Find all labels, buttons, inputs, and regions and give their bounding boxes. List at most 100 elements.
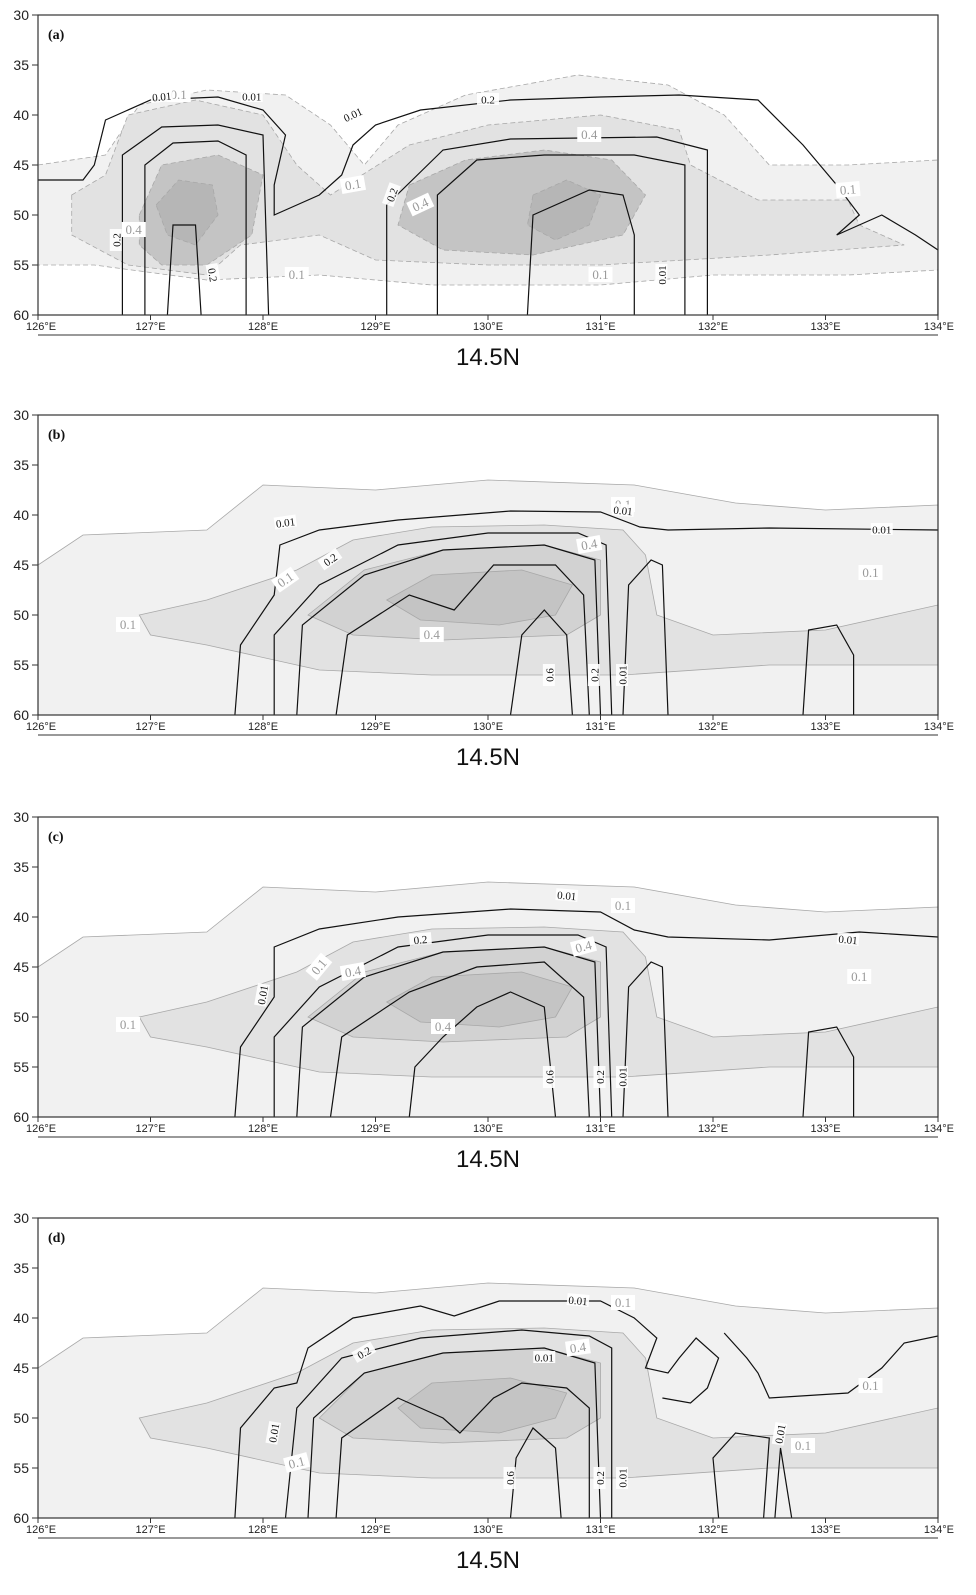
- y-tick-label: 60: [13, 307, 29, 323]
- line-contour-label-text: 0.01: [557, 890, 577, 904]
- contour-line-0.01: [802, 1026, 855, 1117]
- shaded-region-0.6: [155, 179, 219, 246]
- y-tick-label: 35: [13, 859, 29, 875]
- shaded-contour-label: 0.4: [431, 1019, 455, 1034]
- shaded-contour-label: 0.1: [284, 267, 309, 282]
- line-contour-label-text: 0.2: [413, 934, 428, 947]
- line-contour-label: 0.01: [655, 264, 669, 286]
- y-tick-label: 40: [13, 909, 29, 925]
- x-tick-label: 134°E: [924, 721, 954, 733]
- line-contour-label-text: 0.2: [589, 668, 601, 682]
- chart-panel-2: 0.10.10.40.40.10.10.010.010.20.010.60.20…: [13, 407, 954, 771]
- line-contour-label: 0.2: [382, 182, 401, 208]
- shaded-contour-label-text: 0.1: [287, 1453, 307, 1472]
- line-contour-label: 0.01: [240, 90, 263, 104]
- y-tick-label: 35: [13, 1260, 29, 1276]
- line-contour-label: 0.2: [408, 932, 432, 947]
- contour-line-0.6: [408, 991, 557, 1117]
- line-contour-label: 0.01: [616, 664, 630, 686]
- line-contour-label: 0.01: [616, 1066, 630, 1088]
- x-tick-label: 130°E: [473, 721, 503, 733]
- line-contour-label: 0.01: [254, 982, 271, 1007]
- shaded-contour-label-text: 0.1: [344, 176, 363, 194]
- shaded-contour-label: 0.1: [116, 617, 140, 632]
- shaded-contour-label-text: 0.1: [592, 267, 608, 282]
- y-tick-label: 35: [13, 57, 29, 73]
- x-tick-label: 127°E: [135, 321, 165, 333]
- shaded-contour-label: 0.4: [569, 936, 598, 957]
- line-contour-label: 0.2: [587, 664, 601, 686]
- shaded-contour-label-text: 0.1: [171, 87, 187, 102]
- y-tick-label: 55: [13, 1059, 29, 1075]
- shaded-region-0.4: [397, 1377, 568, 1434]
- panel-label: (c): [48, 830, 64, 845]
- line-contour-label: 0.01: [265, 1420, 282, 1445]
- shaded-contour-label-text: 0.4: [581, 127, 598, 142]
- x-axis-title: 14.5N: [456, 1146, 520, 1173]
- y-tick-label: 50: [13, 207, 29, 223]
- y-tick-label: 55: [13, 257, 29, 273]
- line-contour-label: 0.01: [340, 104, 366, 125]
- shaded-contour-label: 0.1: [611, 1295, 635, 1310]
- line-contour-label-text: 0.6: [505, 1471, 517, 1485]
- shaded-region-0.6: [526, 179, 602, 241]
- y-tick-label: 45: [13, 959, 29, 975]
- line-contour-label-text: 0.01: [838, 934, 858, 948]
- y-tick-label: 40: [13, 1310, 29, 1326]
- x-tick-label: 127°E: [135, 1524, 165, 1536]
- y-tick-label: 50: [13, 1410, 29, 1426]
- x-tick-label: 127°E: [135, 1123, 165, 1135]
- x-tick-label: 132°E: [698, 1123, 728, 1135]
- line-contour-label: 0.01: [611, 503, 635, 518]
- shaded-contour-label-text: 0.4: [435, 1019, 452, 1034]
- x-axis-title: 14.5N: [456, 1547, 520, 1574]
- line-contour-label-text: 0.2: [356, 1345, 374, 1362]
- shaded-contour-label-text: 0.1: [862, 565, 878, 580]
- x-tick-label: 132°E: [698, 1524, 728, 1536]
- shaded-contour-label-text: 0.4: [574, 937, 594, 956]
- contour-line-0.4: [296, 544, 602, 715]
- y-tick-label: 40: [13, 507, 29, 523]
- contour-line-0.6: [526, 189, 635, 315]
- y-tick-label: 50: [13, 1009, 29, 1025]
- line-contour-label: 0.6: [542, 1066, 556, 1088]
- x-tick-label: 131°E: [585, 1524, 615, 1536]
- line-contour-label: 0.01: [870, 523, 893, 537]
- shaded-contour-label: 0.1: [116, 1017, 140, 1032]
- shaded-contour-label-text: 0.1: [795, 1438, 811, 1453]
- shaded-contour-label-text: 0.4: [569, 1339, 588, 1356]
- shaded-contour-label-text: 0.1: [615, 898, 631, 913]
- contour-line-0.01: [622, 559, 669, 715]
- shaded-contour-label-text: 0.4: [424, 627, 441, 642]
- line-contour-label-text: 0.2: [595, 1471, 607, 1485]
- shaded-contour-label: 0.1: [791, 1438, 815, 1453]
- y-tick-label: 30: [13, 809, 29, 825]
- y-tick-label: 35: [13, 457, 29, 473]
- chart-panel-1: 0.1 0.1 0.1 0.1 0.1 0.4 0.4 0.4 0.01 0.01 0.01 0.2 0…: [13, 7, 954, 371]
- x-tick-label: 131°E: [585, 321, 615, 333]
- y-tick-label: 60: [13, 707, 29, 723]
- shaded-contour-label-text: 0.4: [410, 194, 432, 215]
- shaded-region-0.4: [397, 149, 646, 256]
- line-contour-label-text: 0.2: [385, 187, 401, 204]
- contour-line-0.01: [234, 908, 938, 1117]
- shaded-contour-label-text: 0.1: [615, 1295, 631, 1310]
- line-contour-label-text: 0.01: [618, 665, 630, 684]
- line-contour-label: 0.01: [771, 1421, 789, 1446]
- line-contour-label-text: 0.01: [242, 92, 261, 104]
- line-contour-label: 0.01: [555, 888, 579, 904]
- x-tick-label: 133°E: [810, 721, 840, 733]
- y-tick-label: 55: [13, 657, 29, 673]
- shaded-contour-label-text: 0.1: [839, 181, 856, 197]
- shaded-contour-label-text: 0.4: [126, 222, 143, 237]
- shaded-contour-label: 0.1: [858, 565, 883, 580]
- shaded-contour-label: 0.1: [283, 1452, 311, 1473]
- x-tick-label: 128°E: [248, 1524, 278, 1536]
- x-tick-label: 131°E: [585, 1123, 615, 1135]
- y-tick-label: 50: [13, 607, 29, 623]
- y-tick-label: 30: [13, 1210, 29, 1226]
- y-tick-label: 30: [13, 7, 29, 23]
- line-contour-label: 0.01: [273, 514, 298, 531]
- y-tick-label: 60: [13, 1510, 29, 1526]
- line-contour-label: 0.01: [616, 1467, 630, 1489]
